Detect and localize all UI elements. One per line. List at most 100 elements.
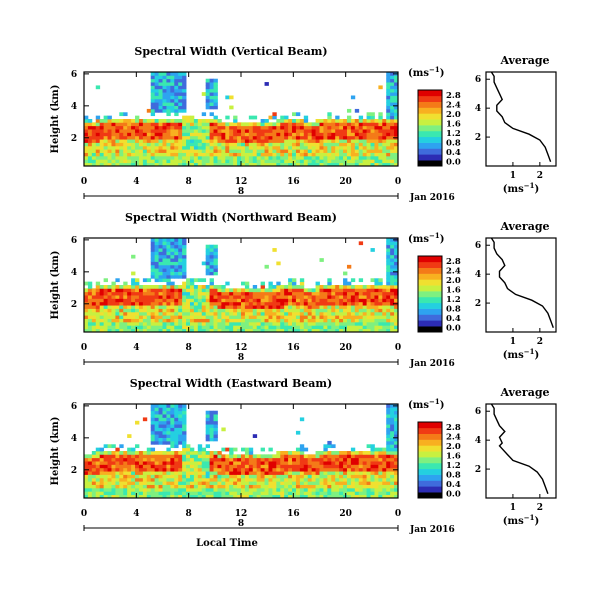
heatmap-cell: [111, 457, 116, 462]
heatmap-cell: [390, 139, 395, 143]
heatmap-cell: [178, 139, 183, 143]
heatmap-cell: [84, 115, 89, 120]
heatmap-cell: [170, 474, 175, 479]
heatmap-cell: [390, 261, 395, 266]
heatmap-cell: [131, 281, 136, 286]
heatmap-cell: [339, 461, 344, 465]
heatmap-cell: [386, 78, 391, 83]
colorbar-tick-label: 2.4: [446, 266, 461, 276]
heatmap-cell: [331, 135, 336, 140]
heatmap-cell: [350, 318, 356, 323]
heatmap-cell: [182, 457, 187, 462]
heatmap-cell: [221, 145, 226, 150]
heatmap-cell: [111, 288, 116, 293]
colorbar-swatch: [418, 90, 442, 97]
heatmap-cell: [225, 487, 230, 492]
heatmap-cell: [170, 461, 175, 465]
heatmap-cell: [205, 491, 211, 496]
heatmap-cell: [103, 119, 108, 123]
heatmap-cell: [123, 308, 128, 313]
heatmap-cell: [166, 142, 171, 147]
heatmap-cell: [256, 308, 262, 313]
heatmap-cell: [166, 321, 171, 326]
heatmap-cell: [209, 467, 214, 472]
heatmap-cell: [323, 464, 328, 469]
heatmap-cell: [119, 142, 124, 147]
heatmap-cell: [299, 288, 305, 293]
heatmap-cell: [370, 481, 375, 485]
heatmap-cell: [111, 328, 116, 333]
heatmap-cell: [390, 481, 395, 485]
heatmap-cell: [394, 108, 399, 113]
heatmap-cell: [103, 457, 108, 462]
heatmap-cell: [386, 474, 391, 479]
heatmap-cell: [135, 145, 140, 150]
heatmap-cell: [201, 487, 207, 492]
heatmap-cell: [170, 308, 175, 313]
heatmap-cell: [182, 285, 187, 289]
heatmap-cell: [154, 139, 159, 143]
heatmap-cell: [319, 484, 324, 489]
heatmap-cell: [354, 288, 360, 293]
heatmap-cell: [209, 152, 214, 157]
heatmap-cell: [366, 159, 371, 164]
heatmap-cell: [138, 461, 144, 465]
heatmap-cell: [272, 305, 277, 309]
heatmap-cell: [299, 295, 305, 299]
heatmap-cell: [272, 481, 277, 485]
heatmap-cell: [327, 301, 332, 306]
heatmap-cell: [84, 149, 89, 153]
heatmap-cell: [127, 305, 132, 309]
heatmap-cell: [346, 451, 352, 455]
heatmap-cell: [91, 149, 97, 153]
heatmap-cell: [158, 437, 163, 442]
heatmap-cell: [331, 125, 336, 130]
heatmap-cell: [170, 437, 175, 442]
heatmap-cell: [142, 457, 148, 462]
heatmap-cell: [138, 285, 144, 289]
heatmap-cell: [346, 162, 352, 167]
heatmap-cell: [201, 315, 207, 319]
heatmap-cell: [339, 119, 344, 123]
heatmap-cell: [197, 467, 203, 472]
heatmap-cell: [390, 115, 395, 120]
heatmap-cell: [378, 477, 383, 482]
heatmap-cell: [354, 119, 360, 123]
heatmap-cell: [197, 152, 203, 157]
colorbar-tick-label: 1.2: [446, 129, 461, 139]
heatmap-cell: [166, 119, 171, 123]
y-tick-label: 2: [71, 300, 77, 310]
heatmap-cell: [158, 315, 163, 319]
heatmap-cell: [288, 152, 293, 157]
heatmap-cell: [142, 298, 148, 303]
heatmap-cell: [370, 305, 375, 309]
heatmap-cell: [248, 474, 254, 479]
heatmap-cell: [201, 291, 207, 296]
heatmap-cell: [370, 491, 375, 496]
heatmap-cell: [127, 471, 132, 475]
heatmap-cell: [327, 454, 332, 459]
heatmap-cell: [272, 311, 277, 316]
heatmap-cell: [386, 162, 391, 167]
heatmap-cell: [358, 278, 364, 283]
heatmap-cell: [91, 125, 97, 130]
heatmap-cell: [150, 75, 156, 80]
heatmap-cell: [225, 305, 230, 309]
heatmap-cell: [358, 461, 364, 465]
heatmap-cell: [394, 271, 399, 276]
heatmap-cell: [115, 311, 120, 316]
heatmap-cell: [237, 152, 242, 157]
heatmap-cell: [292, 464, 297, 469]
heatmap-cell: [295, 149, 301, 153]
heatmap-cell: [150, 261, 156, 266]
heatmap-cell: [84, 129, 89, 133]
heatmap-cell: [119, 464, 124, 469]
heatmap-cell: [142, 454, 148, 459]
heatmap-cell: [154, 427, 159, 432]
heatmap-cell: [84, 152, 89, 157]
heatmap-cell: [127, 487, 132, 492]
heatmap-cell: [268, 162, 273, 167]
heatmap-cell: [292, 325, 297, 330]
heatmap-cell: [307, 481, 313, 485]
heatmap-cell: [241, 288, 246, 293]
